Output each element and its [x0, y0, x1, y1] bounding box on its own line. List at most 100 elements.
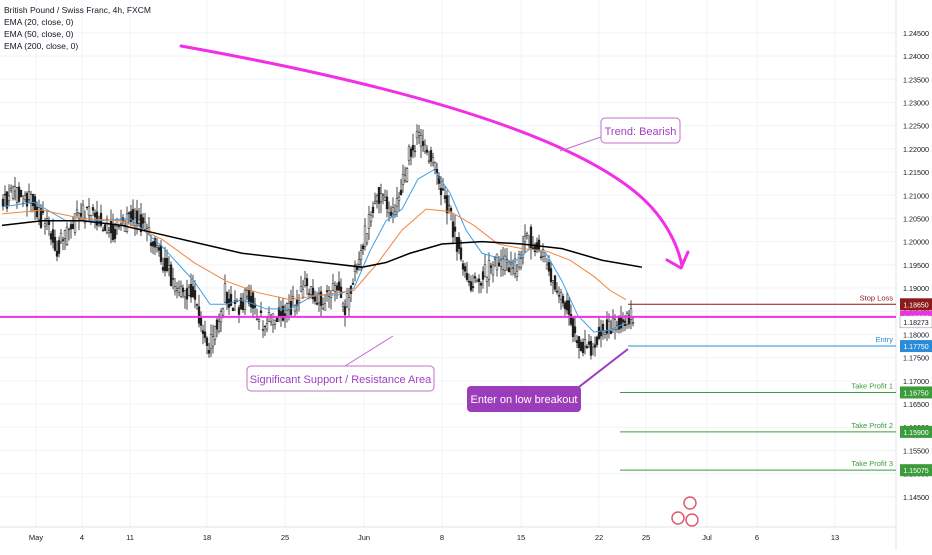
candle	[57, 236, 61, 258]
candle	[447, 195, 451, 214]
candle	[67, 227, 71, 241]
candle	[297, 294, 301, 312]
candle	[507, 259, 511, 273]
candle-body-down	[313, 296, 317, 302]
price-label-text: 1.15075	[903, 468, 928, 475]
candle-body-up	[37, 207, 41, 220]
candle-body-up	[89, 215, 93, 221]
candle-body-up	[501, 258, 505, 270]
candle-body-down	[561, 295, 565, 304]
candle-body-down	[205, 337, 209, 347]
support-callout[interactable]: Significant Support / Resistance Area	[246, 365, 435, 392]
candle	[165, 249, 169, 273]
candle-body-up	[519, 258, 523, 268]
candle-body-up	[365, 233, 369, 244]
candle-body-down	[19, 189, 23, 197]
candle	[419, 129, 423, 158]
level-name: Entry	[875, 335, 893, 344]
candle	[413, 144, 417, 158]
trend-callout[interactable]: Trend: Bearish	[600, 117, 681, 144]
price-tick-label: 1.23000	[903, 98, 929, 107]
candle-body-up	[347, 297, 351, 310]
candle	[629, 300, 633, 330]
indicator-ema20[interactable]: EMA (20, close, 0)	[4, 17, 74, 27]
candle-body-up	[511, 267, 515, 269]
candle-body-down	[181, 287, 185, 293]
candle-body-up	[503, 255, 507, 271]
time-tick-label: 25	[281, 533, 289, 542]
candle-body-down	[103, 224, 107, 231]
price-label-bg	[899, 315, 932, 329]
candle-body-up	[331, 283, 335, 291]
candle	[231, 307, 235, 312]
candle-body-down	[455, 236, 459, 252]
candle	[61, 237, 65, 251]
time-tick-label: 25	[642, 533, 650, 542]
entry-callout[interactable]: Enter on low breakout	[467, 386, 581, 412]
event-markers[interactable]	[671, 496, 699, 527]
candle-body-down	[589, 340, 593, 356]
candle-body-down	[605, 319, 609, 334]
candle-body-down	[85, 206, 89, 209]
candle	[131, 199, 135, 227]
candle-body-down	[531, 247, 535, 249]
time-axis[interactable]: May 4 11 18 25 Jun 8 15 22 25 Jul 6 13	[29, 533, 839, 542]
event-marker-icon[interactable]	[685, 513, 699, 527]
indicator-ema200[interactable]: EMA (200, close, 0)	[4, 41, 78, 51]
candle	[361, 243, 365, 255]
candle-body-down	[399, 189, 403, 196]
candle-body-down	[31, 193, 35, 207]
candle-body-up	[11, 186, 15, 199]
symbol-title[interactable]: British Pound / Swiss Franc, 4h, FXCM	[4, 5, 151, 15]
candle-body-up	[173, 286, 177, 292]
candle	[117, 225, 121, 230]
candle-body-up	[559, 292, 563, 300]
candle-body-up	[341, 303, 345, 307]
candle-body-down	[111, 224, 115, 240]
candle-body-down	[185, 288, 189, 300]
candle	[95, 200, 99, 231]
candle-body-up	[321, 304, 325, 309]
candle	[261, 320, 265, 338]
candle-body-down	[449, 207, 453, 212]
candle-body-up	[545, 264, 549, 270]
candle-body-down	[619, 317, 623, 329]
candle	[291, 285, 295, 307]
candle	[441, 177, 445, 191]
price-tick-label: 1.14500	[903, 493, 929, 502]
candle-body-down	[325, 290, 329, 292]
candle-body-down	[315, 302, 319, 305]
candle-body-down	[305, 278, 309, 287]
candle-body-down	[627, 315, 631, 325]
candle-body-down	[343, 306, 347, 316]
candle	[553, 274, 557, 292]
candle-body-down	[91, 207, 95, 211]
event-marker-icon[interactable]	[671, 511, 685, 525]
event-marker-icon[interactable]	[683, 496, 697, 510]
candle-body-down	[361, 245, 365, 250]
candle-body-up	[115, 219, 119, 227]
candle-body-up	[363, 225, 367, 247]
time-tick-label: 18	[203, 533, 211, 542]
candle-body-down	[469, 281, 473, 291]
candle	[473, 272, 477, 284]
candle-body-down	[249, 295, 253, 308]
candle-body-up	[155, 245, 159, 248]
time-tick-label: 4	[80, 533, 84, 542]
price-tick-label: 1.19000	[903, 284, 929, 293]
candle	[425, 145, 429, 156]
candle-body-up	[625, 312, 629, 325]
candle-body-down	[465, 272, 469, 280]
candle-body-down	[595, 336, 599, 345]
candle-body-down	[563, 302, 567, 309]
indicator-ema50[interactable]: EMA (50, close, 0)	[4, 29, 74, 39]
candle	[595, 335, 599, 348]
candle-body-down	[263, 325, 267, 328]
candle-body-up	[523, 235, 527, 243]
level-name: Take Profit 3	[851, 459, 893, 468]
candle-body-up	[515, 271, 519, 277]
candle-body-down	[49, 233, 53, 240]
candle	[439, 176, 443, 206]
